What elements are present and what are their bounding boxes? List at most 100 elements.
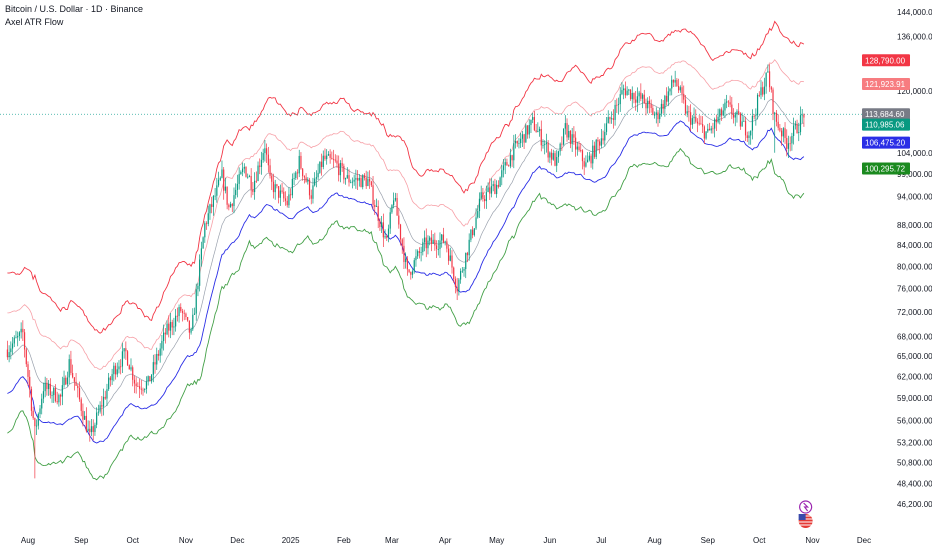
candle[interactable] [542,139,544,149]
candle[interactable] [238,167,240,190]
candle[interactable] [113,362,115,382]
candle[interactable] [185,312,187,320]
candle[interactable] [190,327,192,335]
candle[interactable] [10,341,12,360]
candle[interactable] [583,157,585,176]
candle[interactable] [604,123,606,147]
candle[interactable] [717,108,719,124]
candle[interactable] [672,79,675,88]
candle[interactable] [408,269,410,274]
candle[interactable] [193,307,196,315]
candle[interactable] [334,154,336,163]
candle[interactable] [61,376,63,406]
candle[interactable] [617,97,620,115]
candle[interactable] [303,175,305,184]
candle[interactable] [173,317,175,336]
candle[interactable] [502,159,505,178]
candle[interactable] [305,173,307,183]
candle[interactable] [549,151,551,164]
candle[interactable] [278,185,280,204]
candle[interactable] [370,180,372,188]
candle[interactable] [420,246,422,262]
candle[interactable] [671,75,673,96]
candle[interactable] [801,108,803,123]
candle[interactable] [331,151,333,160]
candle[interactable] [473,228,475,237]
candle[interactable] [147,375,149,386]
candle[interactable] [770,85,772,93]
candle[interactable] [619,87,621,112]
candle[interactable] [202,236,204,249]
candle[interactable] [344,177,347,185]
candle[interactable] [35,419,38,436]
candle[interactable] [442,227,445,244]
candle[interactable] [6,340,9,360]
candle[interactable] [157,350,160,361]
candle[interactable] [205,221,208,230]
candle[interactable] [786,129,788,157]
candle[interactable] [89,420,91,442]
candle[interactable] [243,163,245,174]
candle[interactable] [358,174,360,187]
candle[interactable] [339,160,342,183]
candle[interactable] [394,192,396,202]
candle[interactable] [674,70,676,87]
candle[interactable] [363,173,366,181]
candle[interactable] [648,96,651,114]
candle[interactable] [441,233,443,248]
candle[interactable] [511,154,513,167]
candle[interactable] [66,371,69,387]
candle[interactable] [46,377,48,396]
candle[interactable] [183,309,185,321]
candle[interactable] [109,375,111,387]
candle[interactable] [578,141,580,152]
candle[interactable] [365,170,367,189]
candle[interactable] [84,411,86,421]
candle[interactable] [798,122,800,142]
candle[interactable] [42,382,45,404]
candle[interactable] [90,418,93,437]
candle[interactable] [406,256,408,276]
indicator-label[interactable]: Axel ATR Flow [5,17,64,27]
candle[interactable] [413,257,415,274]
candle[interactable] [679,85,681,93]
candle[interactable] [696,118,699,133]
candle[interactable] [753,114,755,120]
candle[interactable] [144,388,146,393]
candle[interactable] [27,361,29,386]
candle[interactable] [70,350,72,376]
candle[interactable] [138,378,141,399]
candle[interactable] [56,391,58,405]
candle[interactable] [332,149,335,168]
candle[interactable] [410,271,412,280]
candle[interactable] [319,161,321,174]
candle[interactable] [655,107,657,124]
candle[interactable] [616,98,618,113]
candle[interactable] [367,171,369,187]
candle[interactable] [111,368,113,386]
candle[interactable] [513,134,515,169]
candle[interactable] [526,125,529,139]
candle[interactable] [458,278,460,296]
candle[interactable] [176,307,178,322]
candle[interactable] [587,152,589,163]
candle[interactable] [787,135,790,158]
candle[interactable] [181,308,184,322]
candle[interactable] [262,148,264,163]
candle[interactable] [702,116,704,133]
candle[interactable] [195,283,197,321]
candle[interactable] [51,391,53,403]
candle[interactable] [204,221,206,243]
candle[interactable] [102,388,105,416]
candle[interactable] [494,178,496,195]
candle[interactable] [705,131,707,140]
candle[interactable] [338,155,340,182]
candle[interactable] [720,107,723,121]
candle[interactable] [216,177,218,203]
candle[interactable] [602,130,604,145]
candle[interactable] [54,384,57,403]
candle[interactable] [631,86,633,108]
candle[interactable] [585,155,587,168]
candle[interactable] [451,250,453,274]
candle[interactable] [533,111,536,132]
